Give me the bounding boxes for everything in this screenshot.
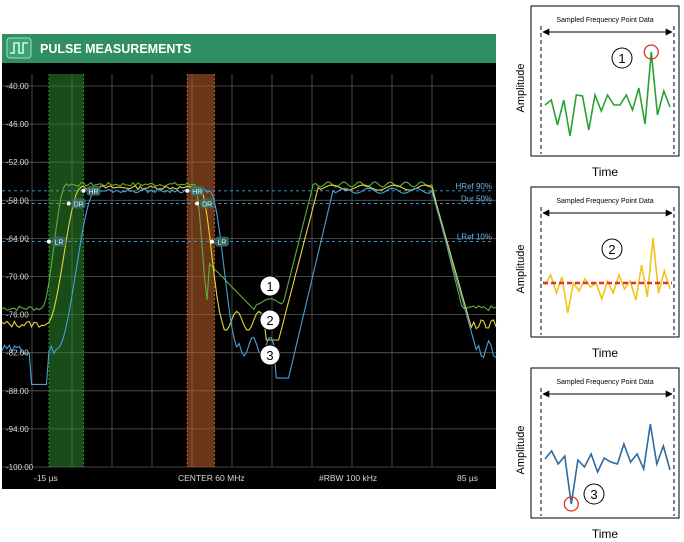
- reference-lines: HRef 90% Dur 50% LRef 10%: [2, 182, 494, 243]
- y-tick-label: -94.00: [6, 425, 29, 434]
- rbw-label: #RBW 100 kHz: [319, 473, 377, 483]
- x-axis-labels: -15 µs CENTER 60 MHz #RBW 100 kHz 85 µs: [34, 473, 478, 483]
- trace-callout-circle: [259, 275, 281, 297]
- fall-lr-marker-label: LR: [217, 240, 226, 247]
- measurement-bands: [48, 74, 215, 467]
- y-axis-tick-labels: -40.00 -46.00 -52.00 -58.00 -64.00 -70.00 -76.…: [6, 82, 34, 472]
- panel-highlight-circle: [563, 496, 579, 512]
- fall-lr-marker-tag: [214, 236, 229, 247]
- fall-hr-marker-dot: [185, 188, 190, 193]
- trace-3-line: [1, 187, 497, 385]
- trace-callouts: 1 2 3: [259, 275, 281, 366]
- panel-series-line: [544, 237, 671, 314]
- panel-xlabel: Time: [592, 165, 619, 179]
- rise-dr-marker-dot: [66, 201, 71, 206]
- fall-dr-marker-dot: [195, 201, 200, 206]
- trace-lines: [1, 181, 497, 385]
- trace-callout-number: 3: [266, 348, 273, 363]
- fall-band: [187, 74, 215, 467]
- trace-callout-circle: [259, 344, 281, 366]
- fall-hr-marker-tag: [190, 185, 205, 196]
- trace-callout-number: 2: [266, 313, 273, 328]
- rise-lr-marker-dot: [46, 239, 51, 244]
- y-tick-label: -82.00: [6, 349, 29, 358]
- panel-header: Sampled Frequency Point Data: [556, 379, 653, 386]
- rise-hr-marker-dot: [81, 188, 86, 193]
- fall-lr-marker-dot: [209, 239, 214, 244]
- pulse-waveform-icon: [6, 37, 32, 59]
- panel-ylabel: Amplitude: [515, 64, 527, 113]
- trace-callout-number: 1: [266, 279, 273, 294]
- panel-number-badge: [611, 47, 633, 69]
- trace-1-line: [1, 181, 497, 312]
- y-tick-label: -88.00: [6, 387, 29, 396]
- panel-number: 1: [618, 51, 625, 66]
- window-title: PULSE MEASUREMENTS: [40, 42, 191, 56]
- y-tick-label: -64.00: [6, 234, 29, 243]
- y-tick-label: -70.00: [6, 273, 29, 282]
- panel-frame: [530, 5, 680, 157]
- x-start-label: -15 µs: [34, 473, 58, 483]
- side-panels: Sampled Frequency Point Data Amplitude Tim…: [515, 5, 680, 541]
- y-tick-label: -58.00: [6, 196, 29, 205]
- fall-dr-marker-tag: [200, 198, 215, 209]
- panel-number: 3: [590, 487, 597, 502]
- panel-xlabel: Time: [592, 527, 619, 541]
- pulse-measurement-window: PULSE MEASUREMENTS HRef 90% Dur 50% LRef 1…: [1, 34, 497, 489]
- panel-number: 2: [608, 242, 615, 257]
- sample-panel-1: Sampled Frequency Point Data Amplitude Tim…: [515, 5, 680, 179]
- rise-lr-marker-tag: [51, 236, 66, 247]
- panel-highlight-circle: [643, 44, 659, 60]
- plot-area: [2, 63, 496, 489]
- y-tick-label: -40.00: [6, 82, 29, 91]
- panel-number-badge: [583, 483, 605, 505]
- rise-dr-marker-tag: [71, 198, 86, 209]
- panel-series-line: [544, 423, 671, 505]
- fall-hr-marker-label: HR: [192, 189, 202, 196]
- trace-callout-circle: [259, 309, 281, 331]
- panel-frame: [530, 186, 680, 338]
- fall-dr-marker-label: DR: [202, 201, 212, 208]
- panel-ylabel: Amplitude: [515, 245, 527, 294]
- rise-hr-marker-tag: [86, 185, 101, 196]
- reference-line-label: Dur 50%: [461, 194, 492, 203]
- rise-band: [48, 74, 84, 467]
- rise-dr-marker-label: DR: [74, 201, 84, 208]
- x-end-label: 85 µs: [457, 473, 478, 483]
- reference-line-label: LRef 10%: [457, 233, 492, 242]
- y-tick-label: -76.00: [6, 311, 29, 320]
- panel-xlabel: Time: [592, 346, 619, 360]
- rise-lr-marker-label: LR: [54, 240, 63, 247]
- panel-number-badge: [601, 238, 623, 260]
- y-tick-label: -100.00: [6, 463, 34, 472]
- sample-panel-2: Sampled Frequency Point Data Amplitude Tim…: [515, 186, 680, 360]
- panel-ylabel: Amplitude: [515, 426, 527, 475]
- title-bar: [2, 34, 496, 63]
- panel-frame: [530, 367, 680, 519]
- panel-series-line: [544, 51, 671, 137]
- panel-header: Sampled Frequency Point Data: [556, 198, 653, 205]
- center-frequency-label: CENTER 60 MHz: [178, 473, 245, 483]
- y-tick-label: -52.00: [6, 158, 29, 167]
- panel-header: Sampled Frequency Point Data: [556, 17, 653, 24]
- y-tick-label: -46.00: [6, 120, 29, 129]
- reference-line-label: HRef 90%: [456, 182, 492, 191]
- rise-hr-marker-label: HR: [88, 189, 98, 196]
- sample-panel-3: Sampled Frequency Point Data Amplitude Tim…: [515, 367, 680, 541]
